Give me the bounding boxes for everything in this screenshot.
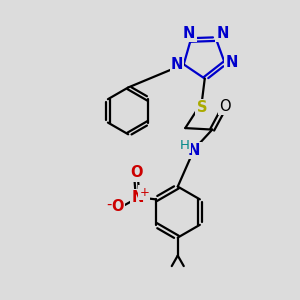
Text: +: + bbox=[139, 186, 149, 199]
Text: N: N bbox=[171, 57, 183, 72]
Text: -: - bbox=[106, 197, 111, 212]
Text: H: H bbox=[180, 139, 190, 152]
Text: N: N bbox=[188, 143, 200, 158]
Text: O: O bbox=[130, 165, 142, 180]
Text: N: N bbox=[131, 190, 144, 205]
Text: O: O bbox=[111, 199, 124, 214]
Text: S: S bbox=[196, 100, 207, 116]
Text: N: N bbox=[217, 26, 229, 41]
Text: O: O bbox=[219, 99, 231, 114]
Text: N: N bbox=[225, 56, 238, 70]
Text: N: N bbox=[183, 26, 195, 41]
